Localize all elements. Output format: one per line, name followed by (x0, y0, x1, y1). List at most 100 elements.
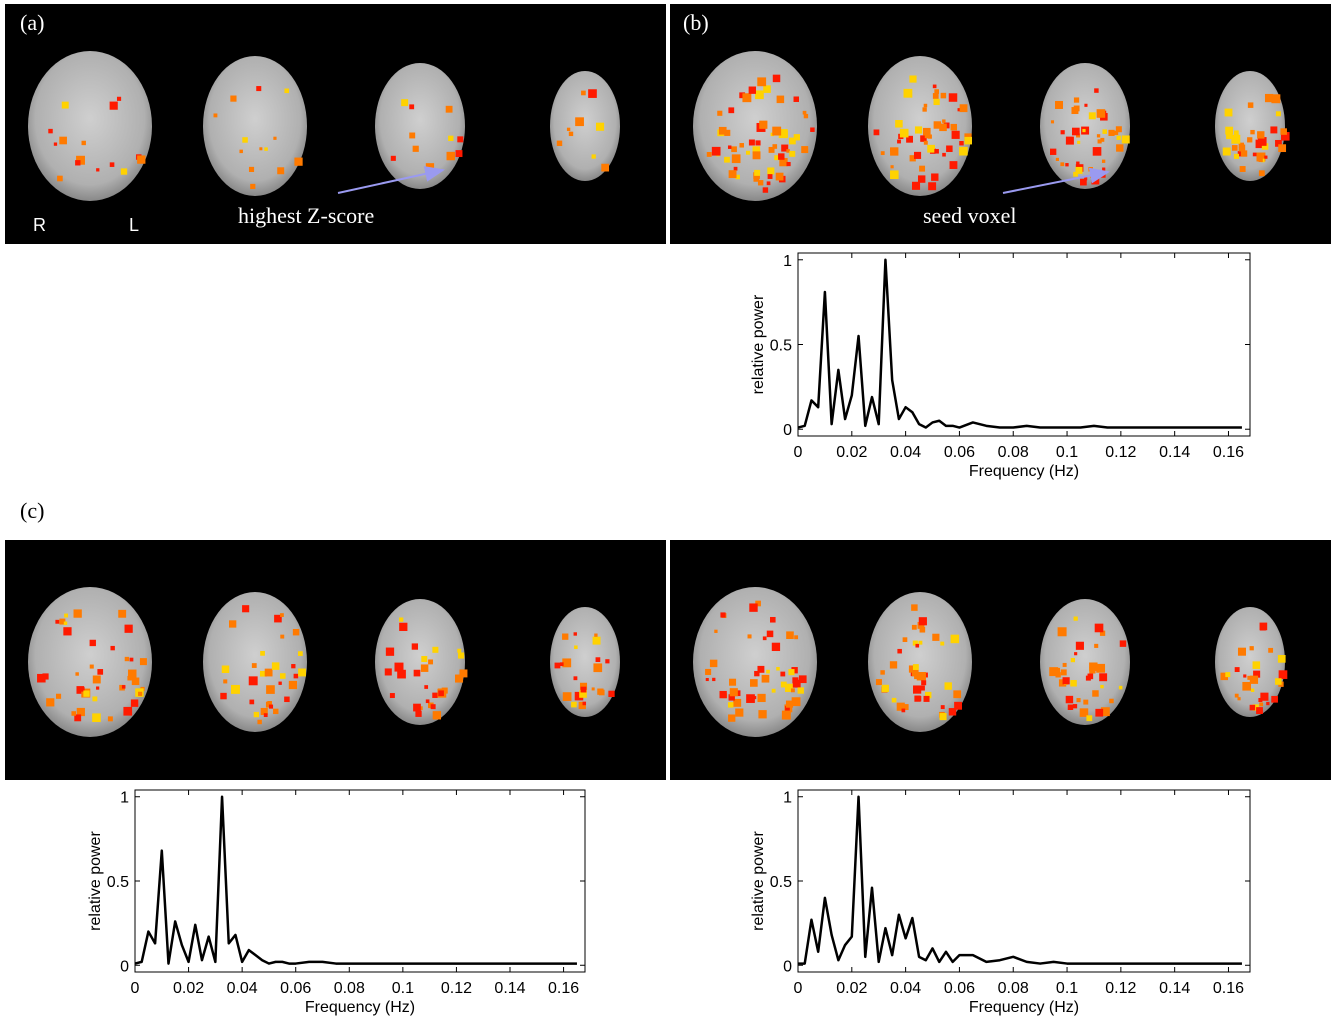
x-tick-label: 0.04 (890, 980, 921, 997)
activation (880, 151, 885, 156)
activation (727, 145, 732, 149)
activation (1234, 693, 1239, 698)
activation (59, 136, 67, 145)
activation (574, 691, 584, 701)
activation (890, 165, 894, 169)
activation (781, 130, 788, 138)
activation (89, 639, 96, 647)
activation (1113, 130, 1119, 135)
x-tick-label: 0.04 (890, 444, 921, 461)
activation (766, 669, 770, 674)
activation (250, 183, 256, 190)
activation (138, 691, 143, 696)
activation (420, 664, 429, 672)
activation (748, 86, 756, 94)
activation (950, 123, 958, 131)
activation (1252, 152, 1257, 157)
activation (924, 133, 930, 139)
activation (116, 96, 122, 101)
activation (1084, 177, 1088, 181)
activation (1258, 698, 1263, 703)
activation (875, 679, 882, 686)
activation (259, 670, 266, 677)
activation (778, 153, 785, 160)
activation (273, 136, 277, 140)
activation (566, 127, 571, 132)
x-tick-label: 0 (794, 444, 803, 461)
activation (459, 669, 468, 678)
x-tick-label: 0.06 (944, 980, 975, 997)
activation (231, 684, 240, 694)
activation (1266, 701, 1270, 706)
activation (919, 685, 925, 691)
x-tick-label: 0.02 (173, 980, 204, 997)
x-tick-label: 0.08 (998, 980, 1029, 997)
activation (719, 690, 727, 699)
activation (771, 688, 776, 693)
activation (939, 713, 947, 721)
activation (120, 168, 128, 175)
activation (37, 673, 46, 683)
activation (810, 127, 815, 132)
activation (948, 708, 957, 716)
activation (401, 99, 409, 107)
activation (794, 635, 799, 640)
activation (914, 695, 921, 702)
activation (1096, 134, 1101, 138)
activation (923, 695, 930, 702)
activation (950, 634, 960, 644)
activation (128, 669, 137, 679)
activation (75, 160, 81, 166)
activation (1231, 134, 1241, 144)
activation (729, 688, 738, 697)
y-tick-label: 0.5 (770, 874, 792, 891)
x-tick-label: 0.12 (1105, 980, 1136, 997)
activation (709, 659, 718, 668)
x-tick-label: 0 (131, 980, 140, 997)
activation (591, 154, 596, 159)
activation (728, 714, 736, 722)
activation (766, 181, 771, 186)
activation (415, 710, 422, 717)
activation (57, 175, 63, 182)
brain-slices (28, 51, 1290, 737)
activation (421, 656, 428, 662)
activation (1092, 690, 1099, 697)
activation (1088, 112, 1096, 120)
x-axis-label: Frequency (Hz) (969, 463, 1079, 480)
activation (1270, 126, 1278, 134)
activation (76, 155, 85, 165)
activation (747, 634, 752, 639)
activation (242, 137, 248, 143)
activation (914, 126, 923, 134)
activation (594, 633, 598, 637)
activation (909, 155, 916, 162)
activation (714, 629, 718, 633)
activation (1260, 692, 1269, 701)
activation (901, 708, 906, 713)
activation (1224, 108, 1233, 117)
activation (1088, 166, 1093, 172)
activation (754, 169, 761, 176)
activation (1252, 704, 1259, 711)
activation (264, 147, 268, 151)
activation (785, 700, 794, 708)
activation (605, 659, 610, 664)
brain-slice (1215, 71, 1285, 181)
activation (385, 647, 395, 656)
activation (1121, 135, 1130, 144)
x-tick-label: 0 (794, 980, 803, 997)
activation (579, 682, 588, 690)
activation (788, 137, 796, 145)
activation (92, 713, 101, 723)
activation (271, 662, 280, 670)
activation (64, 613, 69, 618)
activation (593, 663, 603, 673)
activation (755, 140, 761, 146)
activation (1096, 109, 1106, 118)
activation (1084, 103, 1088, 107)
activation (139, 658, 147, 666)
activation (940, 92, 947, 99)
arrow (337, 166, 445, 194)
activation (706, 151, 712, 157)
